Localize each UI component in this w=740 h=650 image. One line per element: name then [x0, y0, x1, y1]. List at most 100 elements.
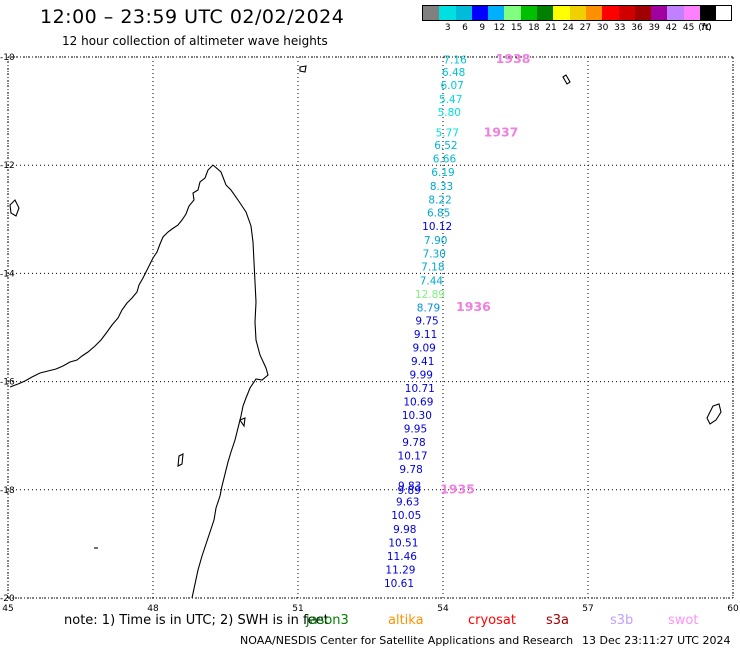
wave-height-label: 6.66 — [433, 154, 457, 166]
wave-height-label: 6.07 — [440, 80, 463, 92]
lon-tick-label: 54 — [437, 604, 449, 614]
legend-swatch — [602, 6, 619, 20]
map-frame — [7, 56, 734, 599]
wave-height-label: 6.85 — [427, 207, 450, 219]
wave-height-label: 7.30 — [423, 248, 446, 260]
map-title: 12:00 – 23:59 UTC 02/02/2024 — [40, 6, 345, 28]
lat-tick-label: -18 — [0, 486, 15, 496]
wave-height-label: 10.61 — [384, 578, 414, 590]
altimeter-track: 7.166.486.07 5.475.80 5.776.52 6.666.19 8.33… — [384, 51, 530, 590]
legend-tick-label: 27 — [579, 23, 592, 33]
legend-swatch — [423, 6, 440, 20]
wave-height-label: 7.16 — [443, 55, 467, 67]
wave-height-label: 10.17 — [398, 451, 428, 463]
pass-time-label: 1938 — [496, 51, 531, 66]
legend-swatch — [634, 6, 652, 20]
footer-credit: NOAA/NESDIS Center for Satellite Applica… — [240, 634, 574, 647]
coastline — [9, 65, 722, 599]
mission-label-swot: swot — [668, 613, 699, 628]
wave-height-label: 9.98 — [393, 524, 416, 536]
axis-labels: 45 48 51 54 57 60 -10 -12 -14 -16 -18 -20 — [0, 53, 739, 614]
lon-tick-label: 51 — [292, 604, 303, 614]
legend-tick-label: 39 — [648, 23, 660, 33]
wave-height-label: 9.89 — [397, 485, 420, 497]
wave-height-label: 11.46 — [387, 551, 417, 563]
legend-swatch — [471, 6, 489, 20]
lat-tick-label: -14 — [0, 269, 15, 279]
legend-swatch — [537, 6, 554, 20]
mission-label-s3a: s3a — [546, 613, 570, 628]
wave-height-label: 10.30 — [402, 410, 432, 422]
legend-swatch — [520, 6, 538, 20]
wave-height-label: 7.44 — [420, 275, 444, 287]
legend-swatch — [618, 6, 635, 20]
wave-height-label: 5.77 — [436, 128, 459, 140]
wave-height-label: 7.90 — [424, 235, 447, 247]
legend-swatch — [683, 6, 701, 20]
legend-tick-label: 15 — [510, 23, 523, 33]
legend-tick-label: 9 — [479, 23, 486, 33]
mayotte-island — [9, 199, 20, 217]
legend-unit: (ft) — [698, 23, 712, 33]
wave-height-label: 6.52 — [434, 140, 457, 152]
wave-height-label: 12.89 — [415, 289, 445, 301]
legend-tick-label: 21 — [545, 23, 557, 33]
legend-labels: (ft) 3 6 9 12 15 18 21 24 27 30 33 36 39 42 45 70 — [422, 21, 732, 35]
lat-tick-label: -10 — [0, 53, 15, 63]
wave-height-label: 7.18 — [421, 261, 444, 273]
wave-height-label: 10.12 — [422, 221, 452, 233]
lon-tick-label: 48 — [147, 604, 159, 614]
footer-timestamp: 13 Dec 23:11:27 UTC 2024 — [582, 634, 731, 647]
lat-tick-label: -20 — [0, 594, 15, 604]
pass-time-label: 1936 — [456, 299, 491, 314]
lon-tick-label: 57 — [582, 604, 593, 614]
wave-height-label: 9.99 — [410, 370, 433, 382]
legend-swatch — [439, 6, 456, 20]
mission-label-s3b: s3b — [610, 613, 634, 628]
legend-swatch — [504, 6, 521, 20]
wave-height-label: 5.47 — [439, 94, 462, 106]
wave-height-label: 9.78 — [402, 437, 425, 449]
legend-tick-label: 6 — [462, 23, 468, 33]
legend-tick-label: 24 — [562, 23, 574, 33]
mission-label-cryosat: cryosat — [468, 613, 516, 628]
wave-height-label: 10.51 — [388, 537, 418, 549]
wave-height-label: 9.75 — [415, 315, 438, 327]
wave-height-label: 9.63 — [396, 497, 419, 509]
wave-height-label: 9.83 — [398, 480, 421, 492]
lat-tick-label: -16 — [0, 378, 15, 388]
wave-height-label: 10.05 — [391, 510, 421, 522]
pass-time-label: 1935 — [440, 482, 475, 497]
mission-label-jason3: jason3 — [306, 613, 349, 628]
islet-c — [177, 453, 184, 467]
legend-tick-label: 45 — [682, 23, 695, 33]
wave-height-label: 8.79 — [417, 302, 440, 314]
legend-tick-label: 12 — [493, 23, 506, 33]
legend-tick-label: 3 — [444, 23, 451, 33]
islet-a — [299, 65, 307, 73]
wave-height-label: 10.71 — [405, 383, 435, 395]
mission-label-altika: altika — [388, 613, 424, 628]
wave-height-label: 9.95 — [404, 424, 427, 436]
wave-height-label: 9.41 — [411, 356, 434, 368]
legend-tick-label: 70 — [700, 23, 712, 33]
wave-height-label: 11.29 — [385, 564, 415, 576]
legend-swatch — [569, 6, 586, 20]
lat-tick-label: -12 — [0, 161, 15, 171]
legend-swatch — [553, 6, 570, 20]
legend-tick-label: 42 — [665, 23, 678, 33]
legend-swatch — [455, 6, 472, 20]
islet-d — [239, 417, 246, 428]
madagascar-coast-west — [9, 164, 214, 388]
legend-swatch — [667, 6, 684, 20]
map-grid — [7, 56, 734, 599]
wave-height-label: 10.69 — [403, 397, 433, 409]
wave-height-label: 9.78 — [399, 464, 422, 476]
legend-tick-label: 33 — [614, 23, 626, 33]
madagascar-coast — [191, 164, 269, 599]
legend-swatch — [488, 6, 505, 20]
wave-height-label: 6.48 — [442, 67, 465, 79]
legend-tick-label: 18 — [528, 23, 540, 33]
legend-tick-label: 30 — [596, 23, 609, 33]
